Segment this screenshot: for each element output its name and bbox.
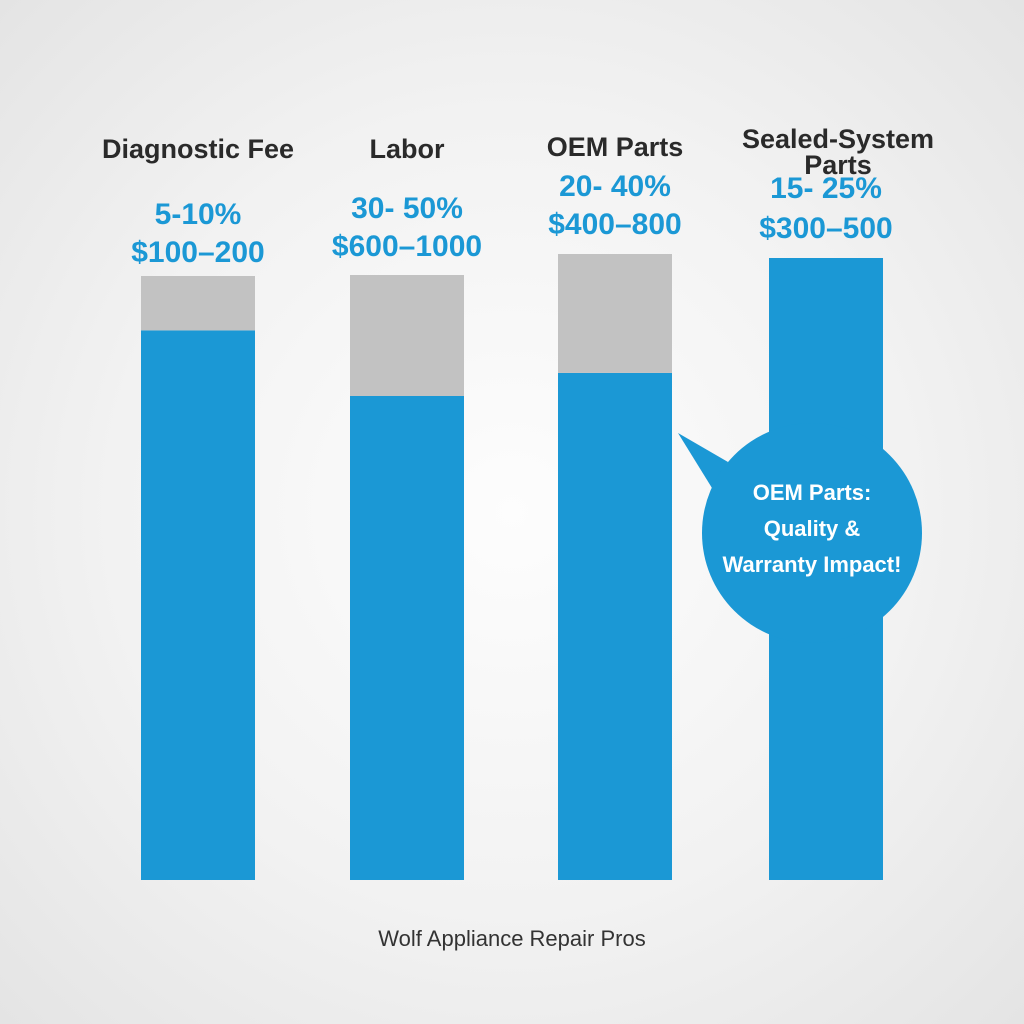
category-label-3: Sealed-System Parts — [742, 124, 934, 180]
bar-segment-secondary-1 — [350, 275, 464, 396]
percent-range-label-2: 20- 40% — [559, 170, 671, 203]
category-label-2: OEM Parts — [547, 132, 684, 162]
callout-circle — [702, 423, 922, 643]
cost-range-label-1: $600–1000 — [332, 230, 482, 263]
percent-range-label-3: 15- 25% — [770, 172, 882, 205]
bar-segment-primary-0 — [141, 330, 255, 880]
callout-bubble: OEM Parts: Quality & Warranty Impact! — [678, 423, 922, 643]
footer-brand: Wolf Appliance Repair Pros — [378, 926, 646, 951]
bar-segment-secondary-0 — [141, 276, 255, 331]
callout-text: OEM Parts: Quality & Warranty Impact! — [723, 480, 902, 577]
callout-tail — [678, 433, 728, 488]
bar-segment-primary-1 — [350, 396, 464, 880]
bar-segment-secondary-2 — [558, 254, 672, 373]
category-label-1: Labor — [369, 134, 444, 164]
cost-range-label-0: $100–200 — [131, 236, 264, 269]
cost-range-label-2: $400–800 — [548, 208, 681, 241]
cost-range-label-3: $300–500 — [759, 212, 892, 245]
percent-range-label-1: 30- 50% — [351, 192, 463, 225]
category-label-0: Diagnostic Fee — [102, 134, 294, 164]
bar-segment-primary-2 — [558, 372, 672, 880]
bars-layer — [141, 254, 883, 880]
percent-range-label-0: 5-10% — [155, 198, 242, 231]
labels-layer: Diagnostic Fee 5-10% $100–200 Labor 30- 50% $… — [102, 124, 934, 269]
